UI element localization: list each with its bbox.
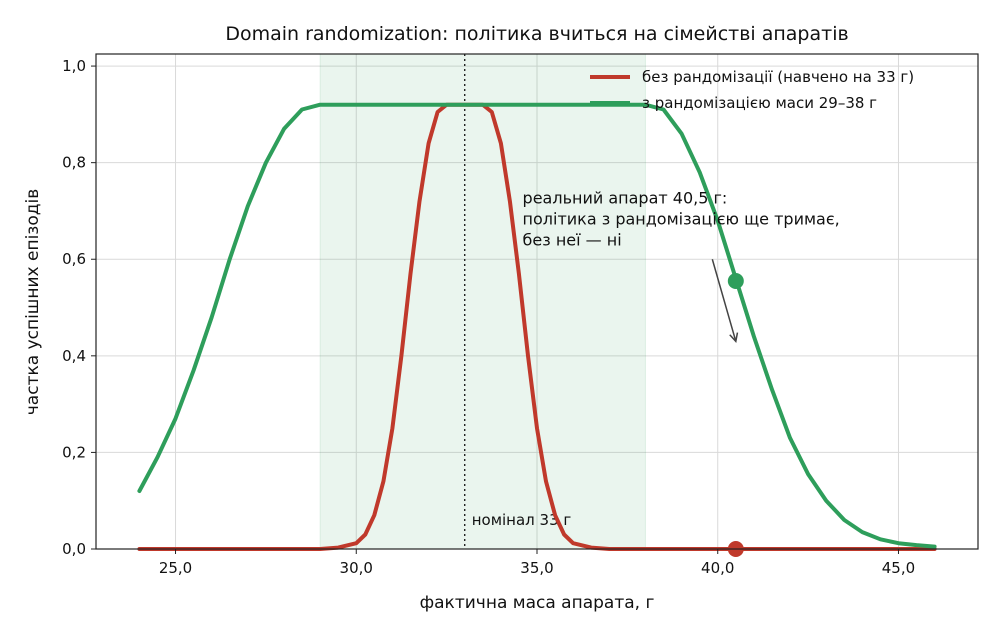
legend-label-2: з рандомізацією маси 29–38 г bbox=[642, 94, 877, 112]
data-point-marker-1 bbox=[727, 272, 744, 289]
y-axis-label: частка успішних епізодів bbox=[23, 189, 43, 415]
x-tick-label: 35,0 bbox=[520, 559, 553, 577]
nominal-mass-label: номінал 33 г bbox=[472, 511, 572, 529]
y-tick-label: 0,0 bbox=[62, 540, 86, 558]
y-tick-label: 0,2 bbox=[62, 443, 86, 461]
x-tick-label: 25,0 bbox=[159, 559, 192, 577]
annotation-text-line: політика з рандомізацією ще тримає, bbox=[523, 210, 840, 229]
annotation-text-line: без неї — ні bbox=[523, 231, 622, 250]
x-tick-label: 45,0 bbox=[882, 559, 915, 577]
legend-label-1: без рандомізації (навчено на 33 г) bbox=[642, 68, 914, 86]
series-line-2 bbox=[137, 102, 937, 549]
annotation-arrow bbox=[711, 259, 735, 341]
randomization-range-band bbox=[319, 53, 646, 550]
annotation-text-line: реальний апарат 40,5 г: bbox=[523, 189, 728, 208]
y-tick-label: 0,4 bbox=[62, 347, 86, 365]
x-tick-label: 30,0 bbox=[340, 559, 373, 577]
x-axis-label: фактична маса апарата, г bbox=[420, 593, 655, 613]
x-tick-label: 40,0 bbox=[701, 559, 734, 577]
chart-title: Domain randomization: політика вчиться н… bbox=[225, 23, 848, 45]
y-tick-label: 0,6 bbox=[62, 250, 86, 268]
legend: без рандомізації (навчено на 33 г) з ранд… bbox=[590, 68, 914, 112]
grid bbox=[96, 54, 978, 550]
y-tick-label: 0,8 bbox=[62, 154, 86, 172]
y-tick-label: 1,0 bbox=[62, 57, 86, 75]
